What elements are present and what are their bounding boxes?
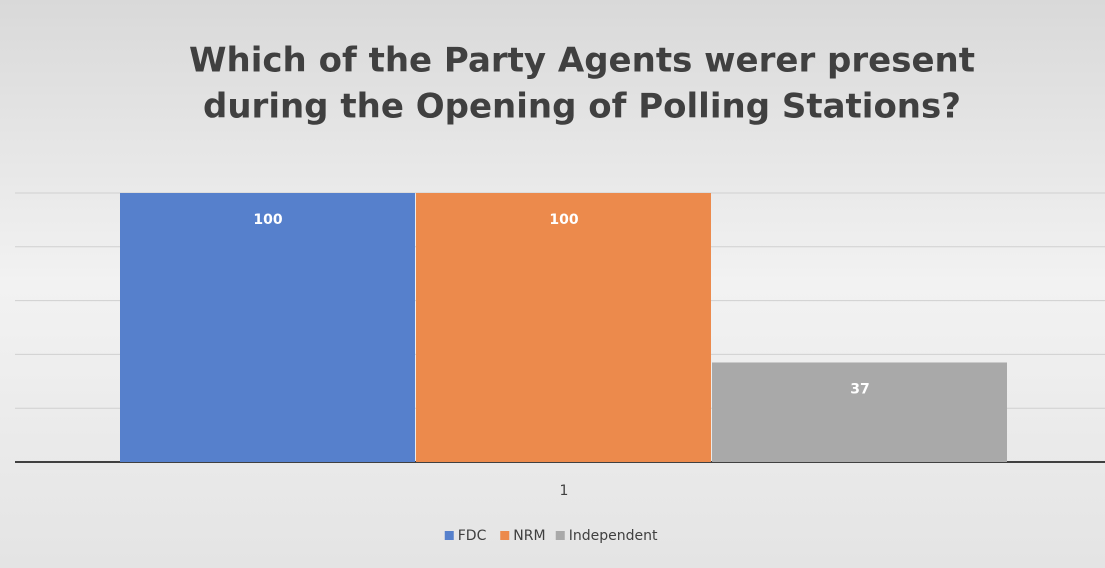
data-label: 37	[850, 381, 869, 397]
legend-swatch	[444, 531, 454, 540]
legend-label: NRM	[513, 528, 545, 544]
legend-swatch	[500, 531, 510, 540]
legend-label: Independent	[569, 528, 658, 544]
chart-title: during the Opening of Polling Stations?	[203, 87, 961, 127]
chart-title: Which of the Party Agents werer present	[189, 41, 975, 81]
legend-label: FDC	[458, 528, 487, 544]
bar	[120, 193, 415, 462]
bar	[712, 362, 1007, 462]
legend-swatch	[555, 531, 565, 540]
data-label: 100	[253, 212, 282, 228]
x-tick-label: 1	[560, 483, 569, 499]
bar	[416, 193, 711, 462]
data-label: 100	[549, 212, 578, 228]
